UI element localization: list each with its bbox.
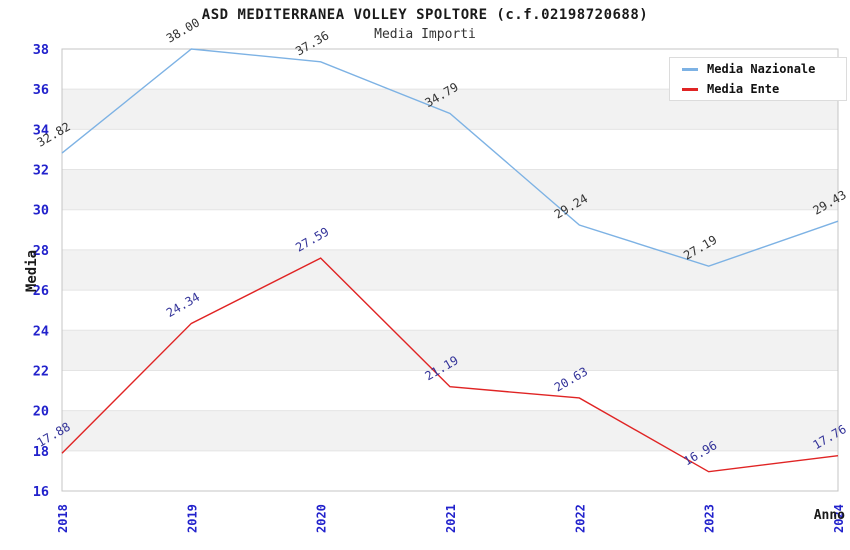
y-tick-label: 36	[33, 82, 49, 98]
y-tick-label: 34	[33, 122, 49, 138]
x-tick-label: 2019	[185, 504, 199, 533]
legend-item-media-nazionale: Media Nazionale	[682, 61, 846, 77]
y-tick-label: 28	[33, 243, 49, 259]
y-tick-labels: 16 18 20 22 24 26 28 30 32 34 36 38	[33, 42, 49, 500]
band	[62, 330, 838, 371]
y-tick-label: 38	[33, 42, 49, 58]
legend-label: Media Nazionale	[707, 62, 816, 76]
x-tick-label: 2020	[315, 504, 329, 533]
x-tick-label: 2018	[56, 504, 70, 533]
y-axis-title: Media	[24, 249, 40, 293]
legend-color-dash-nazionale	[682, 67, 698, 71]
y-tick-label: 22	[33, 363, 49, 379]
band	[62, 410, 838, 451]
x-axis-title: Anno	[813, 508, 845, 523]
plot-border	[61, 48, 839, 492]
background-bands	[62, 89, 838, 451]
x-tick-label: 2023	[703, 504, 717, 533]
y-tick-label: 32	[33, 163, 49, 179]
chart-legend: Media Nazionale Media Ente	[669, 57, 847, 101]
y-tick-label: 24	[33, 323, 49, 339]
legend-item-media-ente: Media Ente	[682, 81, 846, 97]
x-tick-label: 2022	[573, 504, 587, 533]
data-label-media-nazionale: 37.36	[293, 28, 331, 58]
y-tick-label: 30	[33, 203, 49, 219]
legend-color-dash-ente	[682, 87, 698, 91]
data-label-media-nazionale: 38.00	[164, 15, 202, 45]
y-tick-label: 16	[33, 484, 49, 500]
chart-subtitle: Media Importi	[374, 27, 476, 42]
series-line-media-nazionale	[61, 48, 839, 267]
series-line-media-ente	[61, 257, 839, 473]
x-tick-labels: 2018 2019 2020 2021 2022 2023 2024	[56, 504, 846, 533]
band	[62, 249, 838, 291]
x-tick-label: 2024	[832, 504, 846, 533]
y-tick-label: 18	[33, 444, 49, 460]
legend-label: Media Ente	[707, 82, 780, 96]
y-tick-label: 20	[33, 404, 49, 420]
data-label-media-ente: 24.34	[164, 290, 202, 320]
chart-title: ASD MEDITERRANEA VOLLEY SPOLTORE (c.f.02…	[201, 7, 649, 23]
x-tick-label: 2021	[444, 504, 458, 533]
band	[62, 169, 838, 210]
y-tick-label: 26	[33, 283, 49, 299]
